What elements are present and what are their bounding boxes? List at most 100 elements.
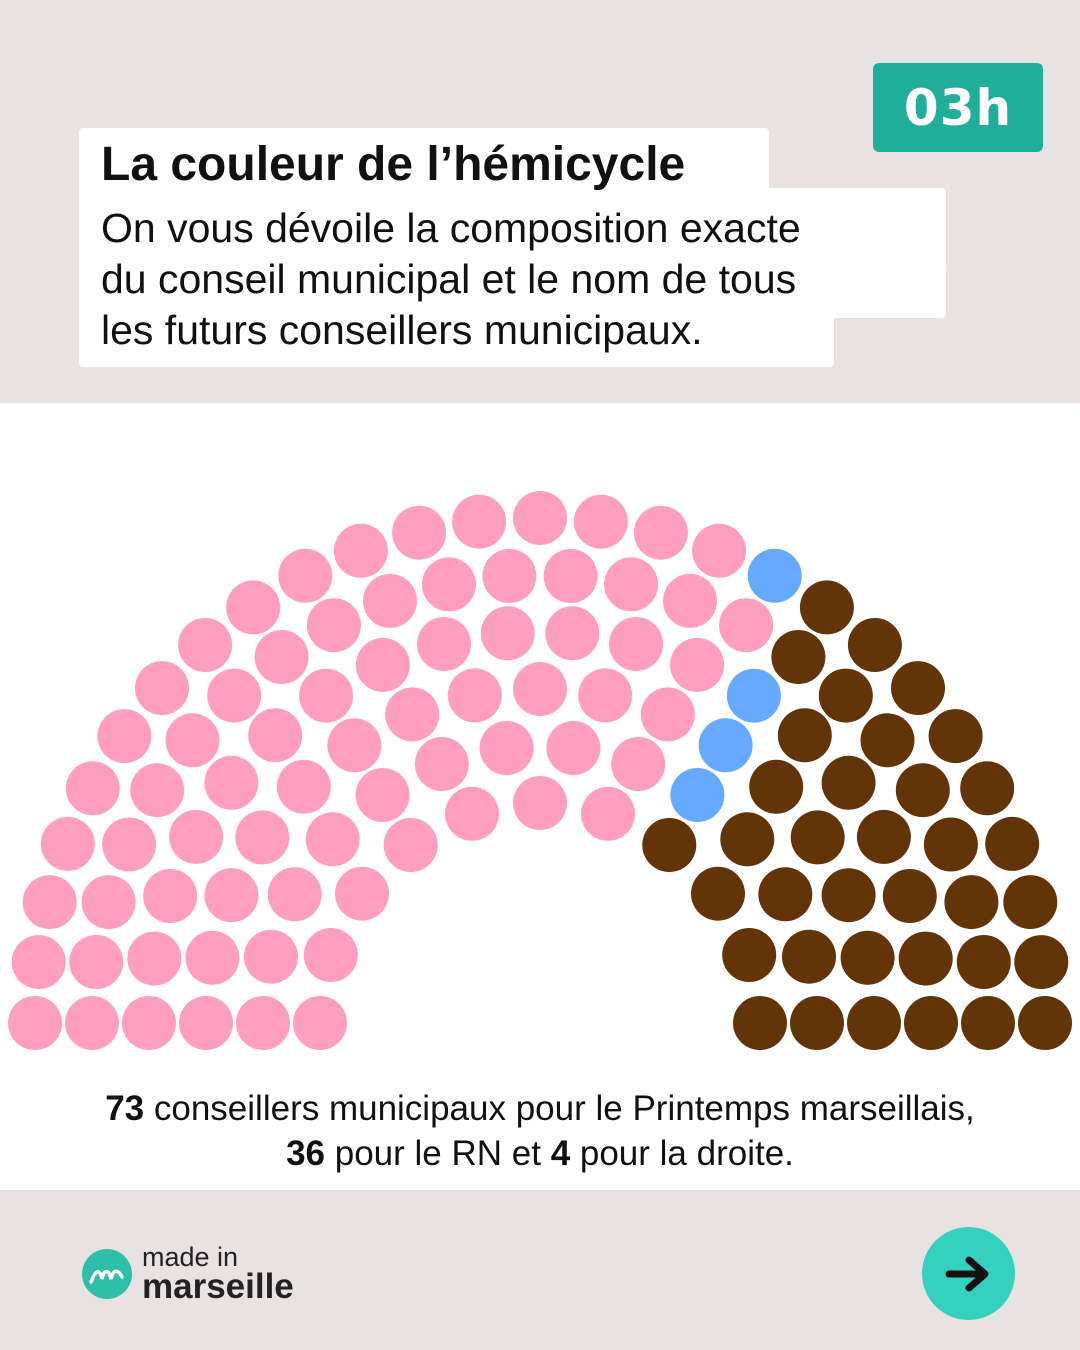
caption-text-rn: pour le RN et [325,1134,551,1173]
subtitle-line-2: du conseil municipal et le nom de tous [101,256,797,302]
caption-text-printemps: conseillers municipaux pour le Printemps… [144,1089,975,1128]
seat-rn [860,713,915,768]
page-title: La couleur de l’hémicycle [101,138,686,191]
seat-droite [726,668,781,723]
seat-rn [777,708,832,763]
logo-made-in: made in [142,1242,239,1272]
seat-printemps-marseillais [692,523,747,578]
seat-rn [840,930,895,985]
seat-printemps-marseillais [363,573,417,628]
seat-printemps-marseillais [609,617,663,671]
seat-droite [670,768,725,822]
seat-printemps-marseillais [235,810,290,865]
seat-printemps-marseillais [207,668,262,723]
made-in-marseille-logo: made in marseille [82,1240,332,1310]
seat-printemps-marseillais [185,930,240,985]
seat-rn [847,618,902,672]
seat-rn [944,875,999,930]
arrow-right-icon [945,1256,988,1291]
seat-rn [818,668,873,723]
seat-printemps-marseillais [414,737,469,791]
caption-count-droite: 4 [550,1134,571,1173]
seat-printemps-marseillais [479,721,534,775]
seat-printemps-marseillais [40,816,95,871]
seat-printemps-marseillais [421,557,476,612]
seat-printemps-marseillais [355,768,410,822]
seat-rn [790,810,845,865]
seat-printemps-marseillais [452,494,507,549]
seat-rn [956,935,1011,989]
seat-rn [722,928,777,982]
subtitle-line-1: On vous dévoile la composition exacte [101,205,801,251]
seat-rn [904,996,958,1050]
seat-printemps-marseillais [65,996,119,1050]
seat-printemps-marseillais [355,637,410,692]
seat-printemps-marseillais [327,718,382,773]
seat-printemps-marseillais [165,713,220,768]
seat-rn [733,996,787,1050]
seat-droite [747,548,802,603]
seat-printemps-marseillais [513,662,567,716]
seat-printemps-marseillais [143,869,198,923]
seat-printemps-marseillais [276,759,331,814]
caption-text-droite: pour la droite. [570,1134,794,1173]
seat-printemps-marseillais [102,817,157,872]
seat-printemps-marseillais [306,598,361,653]
seat-printemps-marseillais [663,573,717,628]
seat-printemps-marseillais [447,668,502,723]
seat-printemps-marseillais [11,935,66,990]
seat-printemps-marseillais [65,761,120,816]
seat-rn [847,996,901,1050]
caption-count-rn: 36 [286,1134,326,1173]
seat-printemps-marseillais [130,763,185,818]
seat-printemps-marseillais [633,505,688,560]
time-badge: 03h [873,63,1043,152]
seat-printemps-marseillais [546,721,601,775]
caption-count-printemps: 73 [105,1089,145,1128]
subtitle-line-3: les futurs conseillers municipaux. [101,307,703,353]
seat-printemps-marseillais [482,549,537,603]
seat-printemps-marseillais [578,668,633,723]
seat-rn [961,996,1015,1050]
seat-rn [821,868,876,923]
seat-printemps-marseillais [581,786,635,841]
seat-printemps-marseillais [513,491,567,545]
subtitle-background-2 [79,262,946,318]
seat-printemps-marseillais [254,630,309,684]
seat-printemps-marseillais [204,868,259,923]
seat-printemps-marseillais [299,668,354,723]
seat-rn [856,809,911,864]
seat-printemps-marseillais [640,687,695,742]
seat-printemps-marseillais [670,637,725,692]
seat-rn [882,869,937,923]
seat-printemps-marseillais [267,867,322,922]
seat-rn [642,818,697,872]
seat-printemps-marseillais [545,606,600,661]
seat-printemps-marseillais [81,875,136,930]
seat-rn [771,630,826,684]
seat-rn [1014,935,1069,990]
seat-printemps-marseillais [305,812,360,867]
seat-rn [985,816,1040,871]
seat-rn [1003,875,1058,930]
seat-printemps-marseillais [573,494,628,549]
seat-printemps-marseillais [8,996,62,1050]
seat-printemps-marseillais [127,931,182,986]
seat-printemps-marseillais [179,996,233,1050]
logo-marseille: marseille [142,1267,294,1306]
seat-rn [720,812,775,867]
seat-printemps-marseillais [169,809,224,864]
seat-printemps-marseillais [392,505,447,560]
seat-printemps-marseillais [513,776,567,830]
seat-rn [960,761,1015,816]
seat-printemps-marseillais [604,557,659,612]
seat-rn [821,755,876,810]
seat-rn [1018,996,1072,1050]
seat-printemps-marseillais [293,996,347,1050]
next-button[interactable] [922,1227,1015,1320]
seat-printemps-marseillais [135,661,189,716]
seat-printemps-marseillais [69,935,124,989]
seat-rn [758,867,813,922]
seat-printemps-marseillais [480,606,535,661]
seat-rn [691,866,745,921]
